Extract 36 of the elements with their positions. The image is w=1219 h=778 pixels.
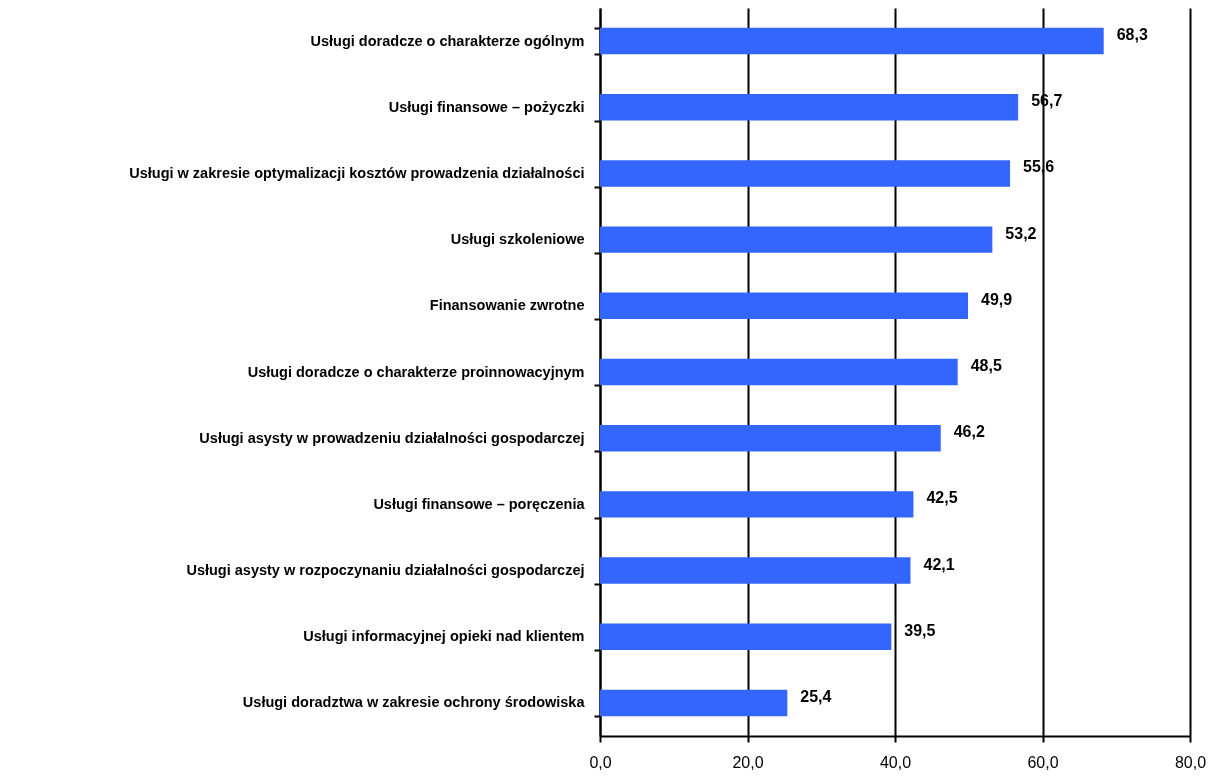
x-tick-label: 0,0	[589, 753, 612, 771]
bar	[600, 292, 969, 320]
y-tick-label: Usługi finansowe – pożyczki	[388, 98, 585, 115]
y-tick-label: Usługi finansowe – poręczenia	[373, 495, 586, 512]
y-tick-label: Usługi asysty w rozpoczynaniu działalności gospodarczej	[186, 562, 585, 579]
data-label: 42,1	[923, 555, 955, 573]
x-tick-label: 40,0	[879, 753, 912, 771]
y-tick-label: Finansowanie zwrotne	[429, 297, 585, 314]
y-tick-label: Usługi w zakresie optymalizacji kosztów prowadzenia działalności	[129, 164, 585, 181]
bar	[600, 226, 993, 253]
x-tick-label: 80,0	[1174, 753, 1207, 771]
data-label: 49,9	[981, 290, 1013, 308]
data-label: 42,5	[926, 489, 958, 507]
x-tick-label: 60,0	[1027, 753, 1059, 771]
bar	[600, 160, 1011, 187]
bar	[600, 623, 892, 650]
bar	[600, 491, 914, 518]
data-label: 25,4	[800, 687, 832, 705]
bar	[600, 358, 958, 386]
y-tick-label: Usługi asysty w prowadzeniu działalności gospodarczej	[199, 429, 585, 446]
y-tick-label: Usługi doradcze o charakterze proinnowacyjnym	[247, 363, 585, 380]
bar	[600, 94, 1019, 121]
y-tick-label: Usługi doradcze o charakterze ogólnym	[310, 32, 585, 49]
data-label: 46,2	[953, 423, 985, 441]
bar	[600, 27, 1104, 55]
x-tick-label: 20,0	[732, 753, 764, 771]
bar	[600, 557, 911, 584]
y-tick-label: Usługi informacyjnej opieki nad klientem	[303, 628, 585, 645]
y-tick-label: Usługi doradztwa w zakresie ochrony środowiska	[242, 694, 586, 711]
bar	[600, 424, 941, 452]
data-label: 68,3	[1116, 26, 1148, 44]
bar	[600, 689, 788, 717]
data-label: 53,2	[1005, 224, 1037, 242]
data-label: 48,5	[970, 357, 1002, 374]
y-tick-label: Usługi szkoleniowe	[450, 231, 585, 248]
data-label: 39,5	[904, 621, 936, 639]
